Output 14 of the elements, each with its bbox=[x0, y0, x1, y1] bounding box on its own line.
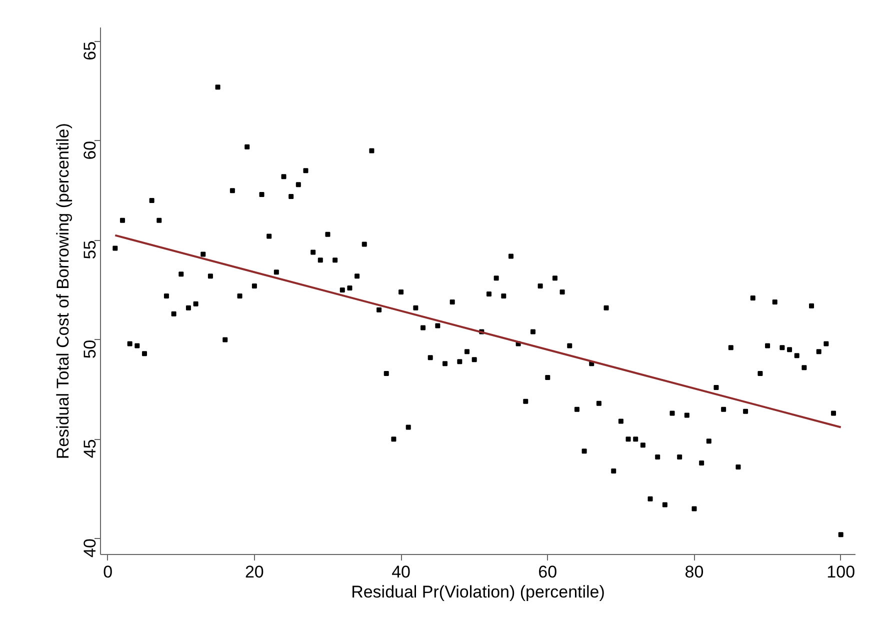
x-tick-label: 20 bbox=[244, 562, 264, 582]
y-tick-label: 40 bbox=[80, 538, 100, 558]
x-tick-label: 80 bbox=[684, 562, 704, 582]
x-tick-label: 60 bbox=[538, 562, 558, 582]
y-tick-label: 60 bbox=[80, 140, 100, 160]
y-tick-label: 55 bbox=[80, 240, 100, 260]
x-tick-label: 0 bbox=[103, 562, 113, 582]
y-axis-title: Residual Total Cost of Borrowing (percentile) bbox=[54, 123, 72, 460]
x-tick-label: 100 bbox=[826, 562, 856, 582]
x-tick-label: 40 bbox=[392, 562, 410, 582]
y-tick-label: 50 bbox=[80, 340, 100, 359]
y-tick-label: 65 bbox=[80, 41, 100, 60]
y-tick-label: 45 bbox=[80, 439, 100, 458]
x-axis-title: Residual Pr(Violation) (percentile) bbox=[351, 582, 605, 602]
